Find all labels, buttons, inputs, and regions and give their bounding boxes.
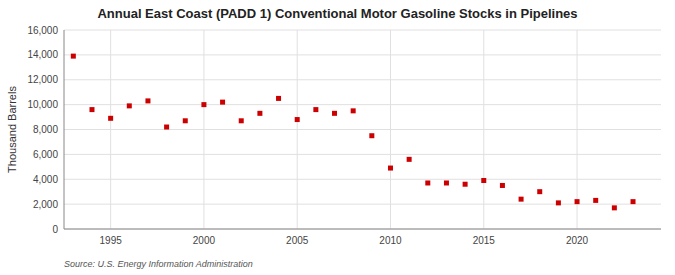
title: Annual East Coast (PADD 1) Conventional … bbox=[97, 6, 577, 21]
x-grid-line bbox=[297, 30, 298, 229]
point bbox=[108, 116, 113, 121]
x-tick-label: 1995 bbox=[100, 235, 123, 246]
y-axis-line bbox=[64, 30, 65, 229]
point bbox=[220, 100, 225, 105]
x-grid-line bbox=[110, 30, 111, 229]
point bbox=[257, 111, 262, 116]
point bbox=[127, 103, 132, 108]
point bbox=[481, 178, 486, 183]
point bbox=[631, 199, 636, 204]
point bbox=[388, 166, 393, 171]
y-tick-label: 6,000 bbox=[33, 149, 58, 160]
point bbox=[500, 183, 505, 188]
points bbox=[71, 54, 636, 211]
y-tick-label: 8,000 bbox=[33, 124, 58, 135]
y-tick-label: 12,000 bbox=[27, 74, 58, 85]
chart: Annual East Coast (PADD 1) Conventional … bbox=[0, 0, 675, 275]
point bbox=[332, 111, 337, 116]
x-axis-line bbox=[64, 229, 661, 230]
y-grid-line bbox=[64, 229, 661, 230]
x-grid-line bbox=[203, 30, 204, 229]
point bbox=[593, 198, 598, 203]
x-tick-label: 2015 bbox=[473, 235, 496, 246]
point bbox=[612, 205, 617, 210]
y-grid-line bbox=[64, 129, 661, 130]
point bbox=[575, 199, 580, 204]
y-grid-line bbox=[64, 104, 661, 105]
point bbox=[313, 107, 318, 112]
x-tick-label: 2005 bbox=[286, 235, 309, 246]
y-grid-line bbox=[64, 154, 661, 155]
y-grid-line bbox=[64, 179, 661, 180]
point bbox=[519, 197, 524, 202]
axes: 0 2,000 4,000 6,000 8,000 10,000 12,000 14,000 1… bbox=[27, 25, 661, 247]
y-axis-label: Thousand Barrels bbox=[6, 86, 18, 173]
point bbox=[295, 117, 300, 122]
source-note: Source: U.S. Energy Information Administ… bbox=[64, 259, 253, 269]
x-grid-line bbox=[483, 30, 484, 229]
point bbox=[71, 54, 76, 59]
point bbox=[145, 98, 150, 103]
point bbox=[89, 107, 94, 112]
y-grid-line bbox=[64, 79, 661, 80]
y-tick-label: 14,000 bbox=[27, 49, 58, 60]
point bbox=[164, 125, 169, 130]
x-tick-label: 2000 bbox=[193, 235, 216, 246]
grid bbox=[64, 30, 661, 229]
y-grid-line bbox=[64, 204, 661, 205]
y-grid-line bbox=[64, 30, 661, 31]
point bbox=[183, 118, 188, 123]
y-grid-line bbox=[64, 54, 661, 55]
point bbox=[444, 180, 449, 185]
point bbox=[201, 102, 206, 107]
point bbox=[463, 182, 468, 187]
x-tick-label: 2010 bbox=[379, 235, 402, 246]
point bbox=[537, 189, 542, 194]
y-tick-label: 2,000 bbox=[33, 199, 58, 210]
point bbox=[276, 96, 281, 101]
point bbox=[351, 108, 356, 113]
y-tick-label: 16,000 bbox=[27, 25, 58, 36]
x-tick-label: 2020 bbox=[566, 235, 589, 246]
point bbox=[239, 118, 244, 123]
point bbox=[425, 180, 430, 185]
y-tick-label: 10,000 bbox=[27, 99, 58, 110]
y-tick-label: 0 bbox=[52, 224, 58, 235]
y-tick-label: 4,000 bbox=[33, 174, 58, 185]
x-grid-line bbox=[390, 30, 391, 229]
point bbox=[407, 157, 412, 162]
point bbox=[369, 133, 374, 138]
point bbox=[556, 200, 561, 205]
